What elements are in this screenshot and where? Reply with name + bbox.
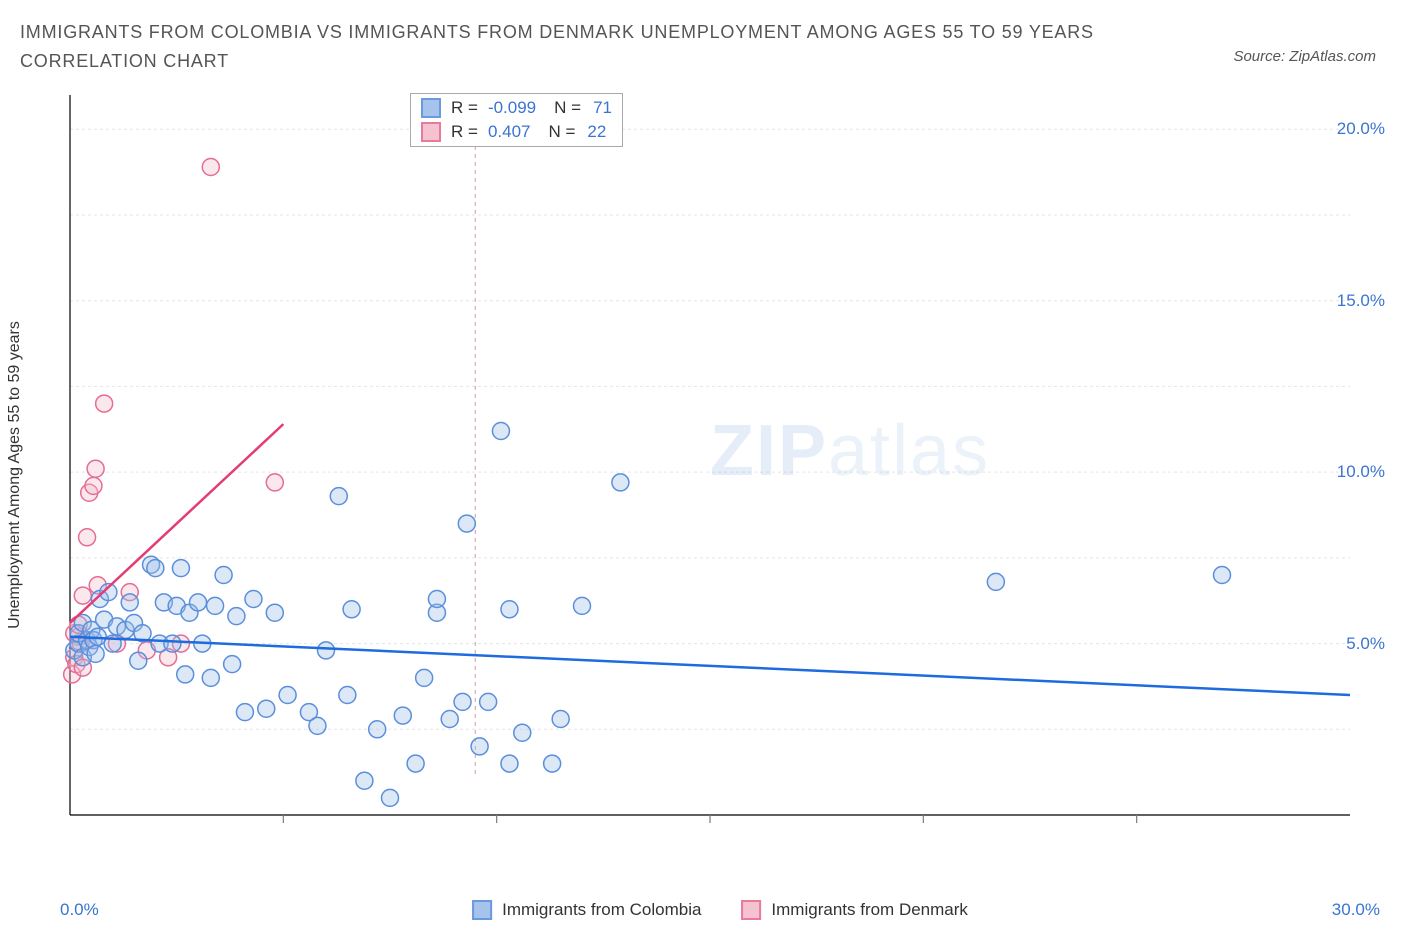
scatter-plot — [60, 95, 1380, 855]
r-value-a: -0.099 — [488, 98, 536, 118]
chart-area: Unemployment Among Ages 55 to 59 years Z… — [60, 95, 1380, 855]
y-axis-label: Unemployment Among Ages 55 to 59 years — [6, 321, 24, 629]
y-tick-label: 15.0% — [1337, 291, 1385, 311]
chart-title: IMMIGRANTS FROM COLOMBIA VS IMMIGRANTS F… — [20, 18, 1120, 76]
x-min-label: 0.0% — [60, 900, 99, 920]
legend-label-colombia: Immigrants from Colombia — [502, 900, 701, 920]
legend-item-colombia: Immigrants from Colombia — [472, 900, 701, 920]
n-value-a: 71 — [593, 98, 612, 118]
n-value-b: 22 — [587, 122, 606, 142]
source-attribution: Source: ZipAtlas.com — [1233, 48, 1376, 65]
y-tick-label: 20.0% — [1337, 119, 1385, 139]
legend-swatch-colombia — [472, 900, 492, 920]
stats-box: R = -0.099 N = 71 R = 0.407 N = 22 — [410, 93, 623, 147]
y-tick-label: 5.0% — [1346, 634, 1385, 654]
n-label-b: N = — [548, 122, 575, 142]
n-label-a: N = — [554, 98, 581, 118]
r-label-a: R = — [451, 98, 478, 118]
x-max-label: 30.0% — [1332, 900, 1380, 920]
swatch-denmark — [421, 122, 441, 142]
r-label-b: R = — [451, 122, 478, 142]
stats-row-colombia: R = -0.099 N = 71 — [413, 96, 620, 120]
stats-row-denmark: R = 0.407 N = 22 — [413, 120, 620, 144]
y-tick-label: 10.0% — [1337, 462, 1385, 482]
legend-label-denmark: Immigrants from Denmark — [771, 900, 967, 920]
bottom-legend: 0.0% Immigrants from Colombia Immigrants… — [60, 900, 1380, 920]
legend-item-denmark: Immigrants from Denmark — [741, 900, 967, 920]
swatch-colombia — [421, 98, 441, 118]
legend-swatch-denmark — [741, 900, 761, 920]
r-value-b: 0.407 — [488, 122, 531, 142]
